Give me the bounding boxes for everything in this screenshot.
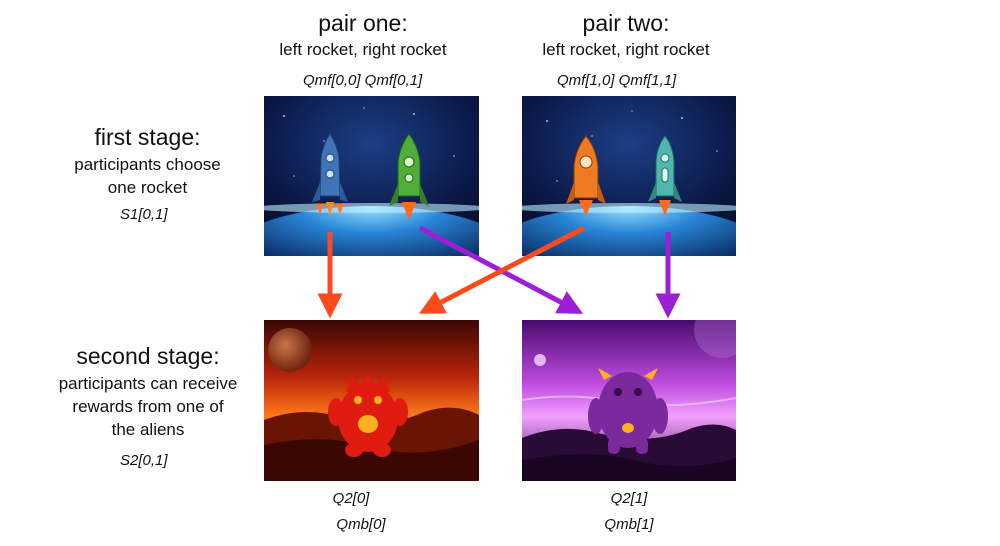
pair-two-q-labels: Qmf[1,0] Qmf[1,1] xyxy=(557,72,677,89)
first-stage-variable: S1[0,1] xyxy=(120,206,168,223)
red-alien[interactable] xyxy=(328,374,408,457)
red-planet-image[interactable] xyxy=(264,320,479,481)
first-stage-desc-line-2: one rocket xyxy=(107,178,188,197)
pair-one-subtitle: left rocket, right rocket xyxy=(279,40,447,59)
red-planet-qmb-label: Qmb[0] xyxy=(336,516,386,533)
pair-two-rockets-image[interactable] xyxy=(522,96,736,256)
pair-one-rockets-image[interactable] xyxy=(264,96,479,256)
second-stage-title: second stage: xyxy=(76,343,220,369)
second-stage-desc-line-3: the aliens xyxy=(111,420,185,439)
purple-planet-qmb-label: Qmb[1] xyxy=(604,516,654,533)
purple-alien[interactable] xyxy=(588,368,668,454)
pair-one-left-rocket[interactable] xyxy=(312,133,348,216)
pair-two-title: pair two: xyxy=(582,10,670,36)
pair-one-header: pair one: left rocket, right rocket xyxy=(263,10,463,60)
purple-planet-q2-label: Q2[1] xyxy=(610,490,648,507)
pair-two-right-rocket[interactable] xyxy=(648,135,682,216)
second-stage-text: second stage: participants can receive r… xyxy=(38,343,258,441)
pair-two-header: pair two: left rocket, right rocket xyxy=(526,10,726,60)
pair-one-right-rocket[interactable] xyxy=(389,133,429,220)
second-stage-desc-line-2: rewards from one of xyxy=(72,397,224,416)
pair-two-subtitle: left rocket, right rocket xyxy=(542,40,710,59)
second-stage-variable: S2[0,1] xyxy=(120,452,168,469)
first-stage-title: first stage: xyxy=(94,124,201,150)
pair-two-left-rocket[interactable] xyxy=(566,135,606,216)
first-stage-text: first stage: participants choose one roc… xyxy=(60,124,235,199)
purple-planet-image[interactable] xyxy=(522,320,736,481)
pair-one-q-labels: Qmf[0,0] Qmf[0,1] xyxy=(303,72,423,89)
first-stage-desc-line-1: participants choose xyxy=(74,155,221,174)
second-stage-desc-line-1: participants can receive xyxy=(58,374,238,393)
pair-one-title: pair one: xyxy=(318,10,408,36)
red-planet-q2-label: Q2[0] xyxy=(332,490,370,507)
